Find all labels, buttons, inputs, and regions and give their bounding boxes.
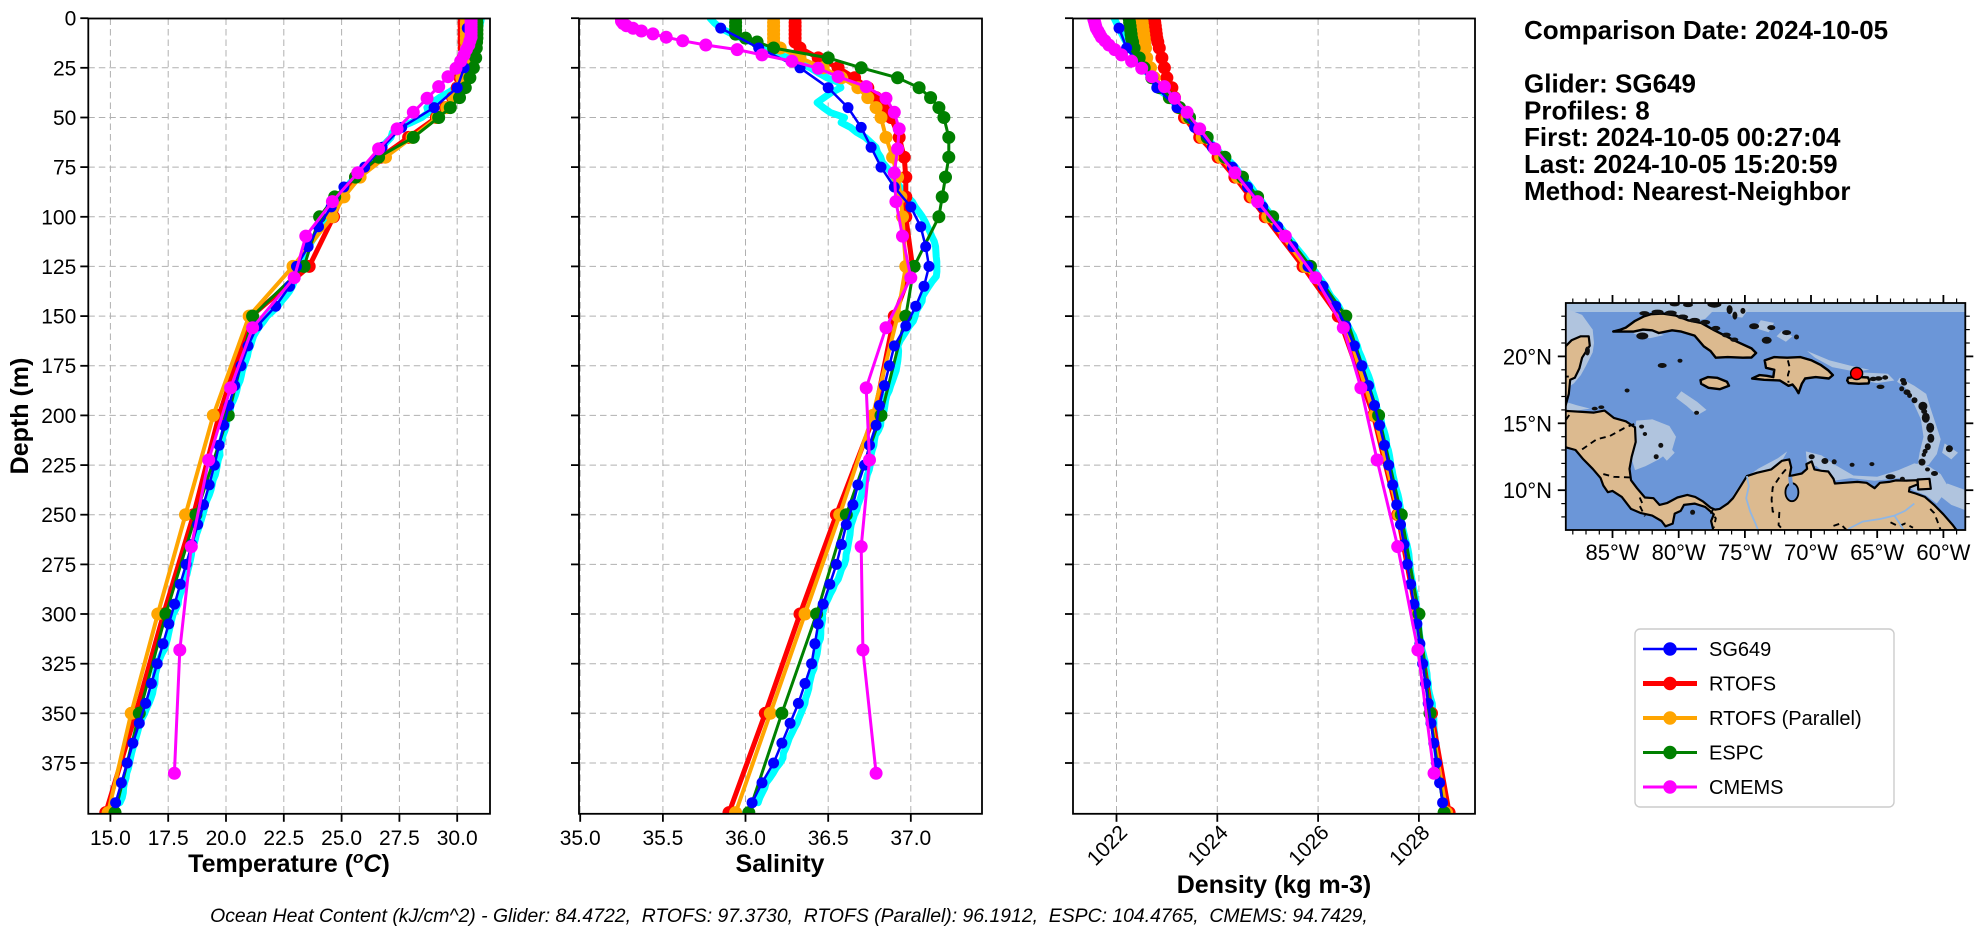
svg-text:Temperature (oC): Temperature (oC) xyxy=(188,848,390,879)
svg-text:Last: 2024-10-05 15:20:59: Last: 2024-10-05 15:20:59 xyxy=(1524,149,1838,179)
svg-text:325: 325 xyxy=(41,653,76,676)
svg-text:375: 375 xyxy=(41,753,76,776)
svg-text:First: 2024-10-05 00:27:04: First: 2024-10-05 00:27:04 xyxy=(1524,122,1841,152)
svg-text:Method: Nearest-Neighbor: Method: Nearest-Neighbor xyxy=(1524,176,1850,206)
svg-text:25: 25 xyxy=(53,57,76,80)
svg-text:27.5: 27.5 xyxy=(379,827,420,850)
svg-text:300: 300 xyxy=(41,604,76,627)
svg-text:85°W: 85°W xyxy=(1585,540,1639,565)
svg-text:65°W: 65°W xyxy=(1850,540,1904,565)
svg-text:350: 350 xyxy=(41,703,76,726)
svg-text:125: 125 xyxy=(41,256,76,279)
svg-text:0: 0 xyxy=(65,8,77,31)
svg-text:15.0: 15.0 xyxy=(90,827,131,850)
svg-text:17.5: 17.5 xyxy=(148,827,189,850)
svg-text:10°N: 10°N xyxy=(1503,478,1552,503)
svg-text:RTOFS (Parallel): RTOFS (Parallel) xyxy=(1709,708,1862,730)
svg-text:250: 250 xyxy=(41,504,76,527)
svg-text:175: 175 xyxy=(41,355,76,378)
svg-text:Depth (m): Depth (m) xyxy=(6,358,34,475)
svg-text:Density (kg m-3): Density (kg m-3) xyxy=(1177,871,1371,899)
svg-text:70°W: 70°W xyxy=(1784,540,1838,565)
svg-text:75°W: 75°W xyxy=(1718,540,1772,565)
svg-text:20.0: 20.0 xyxy=(206,827,247,850)
svg-text:20°N: 20°N xyxy=(1503,344,1552,369)
svg-text:50: 50 xyxy=(53,107,76,130)
svg-text:25.0: 25.0 xyxy=(321,827,362,850)
svg-text:80°W: 80°W xyxy=(1652,540,1706,565)
svg-text:75: 75 xyxy=(53,157,76,180)
svg-text:22.5: 22.5 xyxy=(263,827,304,850)
svg-text:35.0: 35.0 xyxy=(560,827,601,850)
svg-text:CMEMS: CMEMS xyxy=(1709,777,1783,799)
svg-text:35.5: 35.5 xyxy=(642,827,683,850)
svg-text:Glider: SG649: Glider: SG649 xyxy=(1524,69,1696,99)
svg-text:225: 225 xyxy=(41,455,76,478)
svg-text:Profiles: 8: Profiles: 8 xyxy=(1524,95,1650,125)
svg-text:SG649: SG649 xyxy=(1709,639,1771,661)
svg-text:37.0: 37.0 xyxy=(890,827,931,850)
svg-text:275: 275 xyxy=(41,554,76,577)
svg-text:150: 150 xyxy=(41,306,76,329)
svg-text:100: 100 xyxy=(41,206,76,229)
svg-text:30.0: 30.0 xyxy=(437,827,478,850)
svg-text:36.0: 36.0 xyxy=(725,827,766,850)
svg-text:RTOFS: RTOFS xyxy=(1709,674,1776,696)
svg-text:60°W: 60°W xyxy=(1916,540,1970,565)
svg-text:15°N: 15°N xyxy=(1503,411,1552,436)
svg-text:36.5: 36.5 xyxy=(808,827,849,850)
svg-text:Comparison Date: 2024-10-05: Comparison Date: 2024-10-05 xyxy=(1524,15,1888,45)
svg-text:200: 200 xyxy=(41,405,76,428)
svg-text:Ocean Heat Content (kJ/cm^2) -: Ocean Heat Content (kJ/cm^2) - Glider: 8… xyxy=(210,905,1368,927)
svg-text:Salinity: Salinity xyxy=(736,850,825,878)
svg-text:ESPC: ESPC xyxy=(1709,743,1763,765)
